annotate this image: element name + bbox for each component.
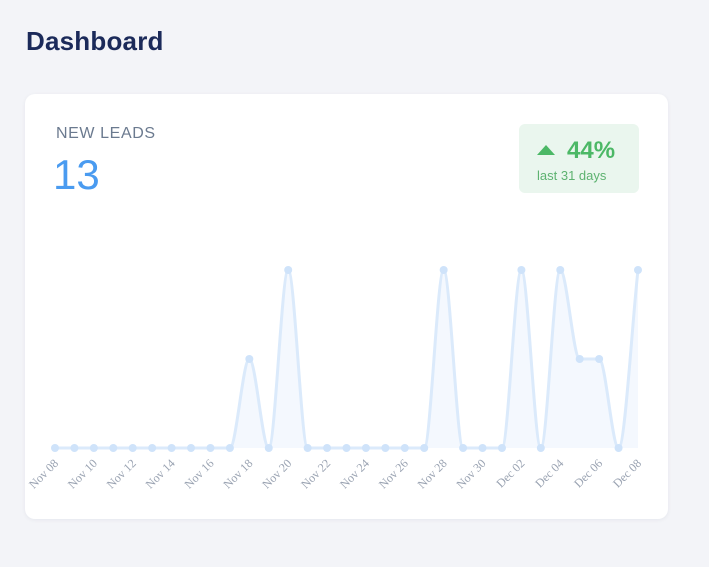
chart-point-nov-25[interactable] — [381, 444, 390, 452]
chart-point-nov-11[interactable] — [109, 444, 118, 452]
chart-point-nov-17[interactable] — [225, 444, 234, 452]
x-tick-label-dec-08: Dec 08 — [610, 456, 644, 490]
chart-point-nov-19[interactable] — [264, 444, 273, 452]
chart-point-dec-06[interactable] — [595, 355, 604, 363]
card-value: 13 — [53, 151, 100, 198]
x-tick-label-dec-04: Dec 04 — [532, 456, 566, 490]
chart-point-nov-22[interactable] — [323, 444, 332, 452]
chart-point-dec-01[interactable] — [497, 444, 506, 452]
chart-x-ticks: Nov 08 Nov 10 Nov 12 Nov 14 Nov 16 Nov 18 Nov … — [26, 456, 644, 491]
chart-point-nov-16[interactable] — [206, 444, 215, 452]
chart-point-nov-13[interactable] — [148, 444, 157, 452]
chart-point-nov-18[interactable] — [245, 355, 254, 363]
chart-point-nov-27[interactable] — [420, 444, 429, 452]
x-tick-label-nov-08: Nov 08 — [26, 456, 61, 491]
trend-badge: 44% last 31 days — [519, 124, 639, 193]
card-label: NEW LEADS — [56, 125, 156, 142]
chart-point-nov-21[interactable] — [303, 444, 312, 452]
x-tick-label-nov-18: Nov 18 — [220, 456, 255, 491]
chart-point-nov-09[interactable] — [70, 444, 79, 452]
chart-point-nov-28[interactable] — [439, 266, 448, 274]
x-tick-label-nov-28: Nov 28 — [415, 456, 450, 491]
chart-point-dec-02[interactable] — [517, 266, 526, 274]
chart-point-dec-04[interactable] — [556, 266, 565, 274]
page-title: Dashboard — [26, 26, 164, 56]
chart-point-dec-08[interactable] — [634, 266, 642, 274]
x-tick-label-nov-30: Nov 30 — [454, 456, 489, 491]
chart-point-nov-23[interactable] — [342, 444, 351, 452]
chart-point-nov-26[interactable] — [400, 444, 409, 452]
trend-row: 44% — [537, 137, 615, 165]
trend-period: last 31 days — [537, 168, 607, 183]
x-tick-label-nov-14: Nov 14 — [143, 456, 178, 491]
leads-chart: Nov 08 Nov 10 Nov 12 Nov 14 Nov 16 Nov 18 Nov … — [26, 266, 644, 491]
chart-point-nov-24[interactable] — [361, 444, 370, 452]
new-leads-card: NEW LEADS 13 44% last 31 days Nov 08 Nov … — [25, 94, 668, 519]
chart-point-dec-07[interactable] — [614, 444, 623, 452]
chart-point-dec-05[interactable] — [575, 355, 584, 363]
chart-point-nov-15[interactable] — [187, 444, 196, 452]
chart-point-nov-30[interactable] — [478, 444, 487, 452]
chart-point-nov-29[interactable] — [459, 444, 468, 452]
chart-area-fill — [55, 270, 638, 448]
x-tick-label-nov-16: Nov 16 — [181, 456, 216, 491]
chart-point-nov-12[interactable] — [128, 444, 137, 452]
chart-points — [51, 266, 642, 452]
x-tick-label-nov-12: Nov 12 — [104, 456, 139, 491]
x-tick-label-nov-22: Nov 22 — [298, 456, 333, 491]
x-tick-label-nov-10: Nov 10 — [65, 456, 100, 491]
x-tick-label-nov-24: Nov 24 — [337, 456, 372, 491]
x-tick-label-dec-02: Dec 02 — [493, 456, 527, 490]
chart-point-nov-14[interactable] — [167, 444, 176, 452]
x-tick-label-dec-06: Dec 06 — [571, 456, 605, 490]
chart-point-nov-20[interactable] — [284, 266, 293, 274]
chart-point-nov-10[interactable] — [89, 444, 98, 452]
chart-point-nov-08[interactable] — [51, 444, 59, 452]
x-tick-label-nov-26: Nov 26 — [376, 456, 411, 491]
trend-percent: 44% — [567, 137, 616, 164]
x-tick-label-nov-20: Nov 20 — [259, 456, 294, 491]
chart-point-dec-03[interactable] — [536, 444, 545, 452]
arrow-up-icon — [537, 145, 555, 155]
